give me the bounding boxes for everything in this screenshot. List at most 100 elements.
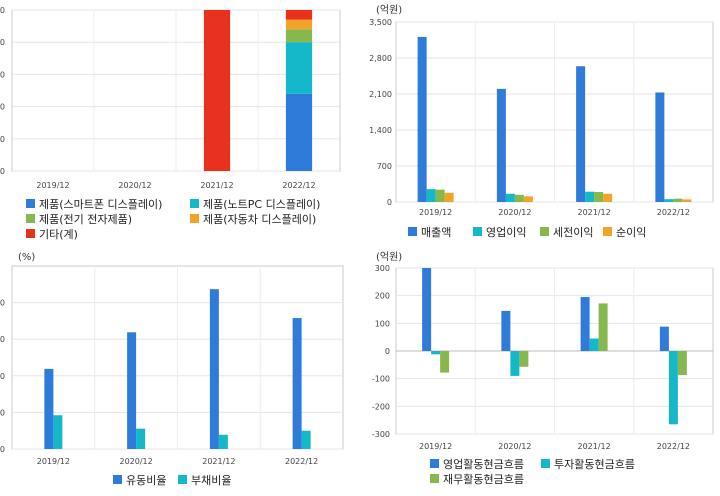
bar-3-2020/12 [519, 351, 529, 367]
legend-swatch [473, 227, 482, 236]
y-tick-label: 200 [375, 292, 390, 301]
bar-5-2021/12 [203, 10, 231, 171]
legend-swatch [540, 227, 549, 236]
y-tick-label: 60 [0, 70, 5, 79]
bar-3-2022/12 [285, 29, 313, 43]
bar-2-2019/12 [53, 415, 63, 449]
chart-panel-2: 0 700 1,400 2,100 2,800 3,500 2019/12 2020/12 20… [369, 4, 714, 239]
x-tick-label: 2020/12 [120, 457, 153, 466]
x-tick-label: 2019/12 [37, 457, 70, 466]
bar-4-2022/12 [285, 19, 313, 30]
y-tick-label: 0 [385, 347, 390, 356]
y-unit-label: (억원) [376, 4, 402, 16]
y-tick-label: 0 [0, 167, 5, 176]
bar-3-2021/12 [594, 191, 604, 202]
bar-2-2021/12 [585, 191, 595, 202]
bar-1-2021/12 [209, 289, 219, 449]
bar-1-2019/12 [422, 268, 432, 351]
x-tick-label: 2020/12 [498, 208, 531, 217]
y-tick-label: 3,500 [369, 18, 392, 27]
y-tick-label: 180 [0, 372, 5, 381]
legend-label: 영업활동현금흐름 [443, 457, 524, 471]
x-tick-label: 2022/12 [657, 208, 690, 217]
legend-swatch [603, 227, 612, 236]
bar-5-2022/12 [285, 10, 313, 20]
bar-1-2022/12 [659, 326, 669, 351]
bar-4-2020/12 [523, 196, 533, 202]
legend-swatch [113, 475, 122, 484]
bar-1-2020/12 [501, 310, 511, 351]
bar-2-2022/12 [301, 430, 311, 449]
y-tick-label: 20 [0, 135, 5, 144]
legend-label: 영업이익 [486, 226, 526, 239]
y-tick-label: 270 [0, 335, 5, 344]
chart-panel-4: -300 -200 -100 0 100 200 300 2019/12 2020/12 2021… [372, 251, 714, 486]
chart-panel-1: 0 20 40 60 80 100 2019/12 2020/12 2021/12 2022/12… [0, 6, 341, 241]
bar-4-2019/12 [444, 192, 454, 202]
y-tick-label: 700 [377, 162, 392, 171]
y-tick-label: 2,100 [369, 90, 392, 99]
bar-1-2021/12 [580, 297, 590, 351]
legend-swatch [26, 214, 35, 223]
bar-2-2020/12 [136, 428, 146, 449]
legend-swatch [430, 459, 439, 468]
x-tick-label: 2021/12 [578, 208, 611, 217]
bar-1-2022/12 [285, 93, 313, 171]
bar-4-2022/12 [682, 199, 692, 202]
x-tick-label: 2022/12 [282, 181, 315, 190]
bar-2-2021/12 [589, 338, 599, 351]
legend-label: 재무활동현금흐름 [443, 472, 524, 486]
legend-label: 투자활동현금흐름 [554, 457, 635, 471]
bar-1-2019/12 [44, 368, 54, 449]
bar-3-2020/12 [514, 194, 524, 202]
bar-4-2021/12 [603, 193, 613, 202]
bar-2-2020/12 [505, 193, 515, 202]
bar-1-2022/12 [655, 92, 665, 202]
y-tick-label: 100 [375, 319, 390, 328]
y-tick-label: -300 [372, 430, 390, 439]
legend-label: 유동비율 [126, 474, 166, 487]
bar-1-2020/12 [496, 88, 506, 202]
legend-label: 부채비율 [191, 474, 231, 487]
legend-swatch [190, 199, 199, 208]
bar-3-2021/12 [598, 303, 608, 351]
legend-swatch [408, 227, 417, 236]
x-tick-label: 2020/12 [118, 181, 151, 190]
legend-label: 순이익 [616, 226, 646, 239]
bar-2-2022/12 [668, 351, 678, 425]
bar-3-2022/12 [677, 351, 687, 376]
y-tick-label: -100 [372, 375, 390, 384]
y-tick-label: 1,400 [369, 126, 392, 135]
y-unit-label: (%) [18, 252, 35, 263]
bar-2-2020/12 [510, 351, 520, 376]
bar-2-2019/12 [426, 189, 436, 202]
bar-2-2021/12 [218, 434, 228, 449]
legend-label: 제품(스마트폰 디스플레이) [39, 198, 162, 211]
x-tick-label: 2019/12 [419, 442, 452, 451]
x-tick-label: 2021/12 [202, 457, 235, 466]
y-tick-label: 300 [375, 264, 390, 273]
y-tick-label: 90 [0, 408, 5, 417]
y-tick-label: 40 [0, 103, 5, 112]
x-tick-label: 2020/12 [498, 442, 531, 451]
legend-swatch [430, 474, 439, 483]
y-tick-label: 0 [387, 198, 392, 207]
bar-2-2019/12 [431, 351, 441, 355]
bar-1-2020/12 [127, 332, 137, 449]
legend-swatch [26, 229, 35, 238]
legend-swatch [178, 475, 187, 484]
x-tick-label: 2021/12 [578, 442, 611, 451]
x-tick-label: 2022/12 [657, 442, 690, 451]
legend-label: 매출액 [421, 226, 451, 239]
legend-label: 제품(전기 전자제품) [39, 213, 132, 226]
y-tick-label: 2,800 [369, 54, 392, 63]
bar-3-2019/12 [435, 189, 445, 202]
legend-label: 세전이익 [553, 226, 593, 239]
legend-label: 제품(노트PC 디스플레이) [203, 198, 320, 211]
x-tick-label: 2019/12 [36, 181, 69, 190]
y-tick-label: 360 [0, 299, 5, 308]
x-tick-label: 2019/12 [419, 208, 452, 217]
y-tick-label: 80 [0, 38, 5, 47]
bar-1-2021/12 [576, 66, 586, 202]
